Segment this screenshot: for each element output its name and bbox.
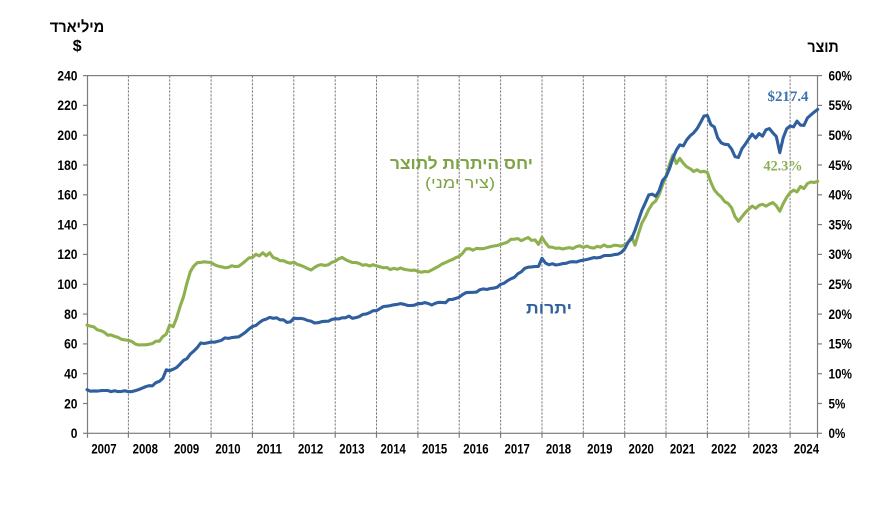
svg-text:55%: 55% — [829, 98, 853, 113]
svg-text:0: 0 — [71, 426, 78, 441]
svg-text:2017: 2017 — [505, 442, 530, 457]
svg-text:35%: 35% — [829, 217, 853, 232]
svg-text:5%: 5% — [829, 396, 846, 411]
svg-text:2013: 2013 — [339, 442, 365, 457]
svg-text:25%: 25% — [829, 277, 853, 292]
svg-text:2024: 2024 — [794, 442, 820, 457]
svg-text:2020: 2020 — [629, 442, 654, 457]
svg-text:0%: 0% — [829, 426, 846, 441]
svg-text:2014: 2014 — [381, 442, 407, 457]
svg-text:$217.4: $217.4 — [768, 89, 809, 105]
svg-text:42.3%: 42.3% — [764, 159, 803, 175]
svg-text:2021: 2021 — [670, 442, 696, 457]
svg-text:2010: 2010 — [215, 442, 240, 457]
svg-text:20: 20 — [64, 396, 77, 411]
svg-text:(ציר ימני): (ציר ימני) — [425, 175, 495, 192]
svg-text:2011: 2011 — [257, 442, 283, 457]
svg-text:2022: 2022 — [711, 442, 736, 457]
svg-text:יחס היתרות לתוצר: יחס היתרות לתוצר — [390, 155, 533, 173]
svg-text:50%: 50% — [829, 128, 853, 143]
svg-text:15%: 15% — [829, 337, 853, 352]
svg-text:200: 200 — [57, 128, 77, 143]
svg-text:120: 120 — [57, 247, 77, 262]
svg-text:60: 60 — [64, 337, 77, 352]
svg-text:40%: 40% — [829, 188, 853, 203]
svg-text:2012: 2012 — [298, 442, 323, 457]
svg-text:180: 180 — [57, 158, 77, 173]
svg-text:220: 220 — [57, 98, 77, 113]
svg-text:160: 160 — [57, 188, 77, 203]
svg-text:45%: 45% — [829, 158, 853, 173]
svg-text:2015: 2015 — [422, 442, 448, 457]
svg-text:2023: 2023 — [752, 442, 778, 457]
svg-text:40: 40 — [64, 367, 77, 382]
svg-text:240: 240 — [57, 68, 77, 83]
svg-text:100: 100 — [57, 277, 77, 292]
svg-text:20%: 20% — [829, 307, 853, 322]
svg-text:$: $ — [73, 38, 82, 55]
svg-text:יתרות: יתרות — [526, 301, 572, 318]
svg-text:2019: 2019 — [587, 442, 612, 457]
svg-text:140: 140 — [57, 217, 77, 232]
svg-text:30%: 30% — [829, 247, 853, 262]
svg-text:10%: 10% — [829, 367, 853, 382]
svg-text:2018: 2018 — [546, 442, 572, 457]
svg-text:2016: 2016 — [463, 442, 489, 457]
svg-text:80: 80 — [64, 307, 77, 322]
svg-text:2008: 2008 — [133, 442, 159, 457]
svg-text:מיליארד: מיליארד — [50, 18, 105, 36]
svg-text:תוצר: תוצר — [807, 39, 838, 56]
svg-text:2007: 2007 — [91, 442, 116, 457]
svg-text:2009: 2009 — [174, 442, 199, 457]
svg-text:60%: 60% — [829, 68, 853, 83]
